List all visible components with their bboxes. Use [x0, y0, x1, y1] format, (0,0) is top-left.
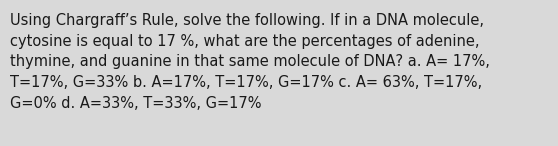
- Text: cytosine is equal to 17 %, what are the percentages of adenine,: cytosine is equal to 17 %, what are the …: [10, 34, 479, 49]
- Text: Using Chargraff’s Rule, solve the following. If in a DNA molecule,: Using Chargraff’s Rule, solve the follow…: [10, 13, 484, 28]
- Text: T=17%, G=33% b. A=17%, T=17%, G=17% c. A= 63%, T=17%,: T=17%, G=33% b. A=17%, T=17%, G=17% c. A…: [10, 75, 482, 90]
- Text: thymine, and guanine in that same molecule of DNA? a. A= 17%,: thymine, and guanine in that same molecu…: [10, 54, 490, 69]
- Text: G=0% d. A=33%, T=33%, G=17%: G=0% d. A=33%, T=33%, G=17%: [10, 96, 262, 111]
